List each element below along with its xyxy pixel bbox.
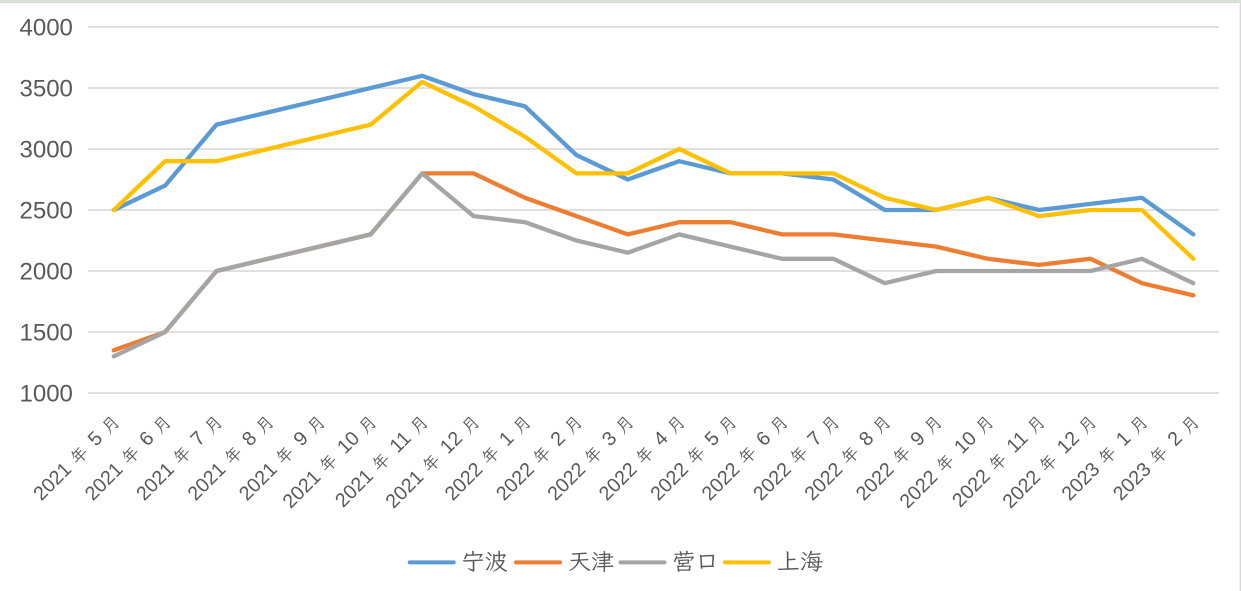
svg-text:3000: 3000 (20, 137, 73, 164)
svg-text:4000: 4000 (20, 15, 73, 42)
svg-text:2000: 2000 (20, 259, 73, 286)
svg-text:天津: 天津 (568, 546, 614, 577)
svg-text:宁波: 宁波 (462, 546, 508, 577)
svg-text:上海: 上海 (777, 546, 823, 577)
svg-text:营口: 营口 (672, 546, 718, 577)
svg-text:1500: 1500 (20, 320, 73, 347)
svg-text:3500: 3500 (20, 76, 73, 103)
svg-text:2500: 2500 (20, 198, 73, 225)
svg-text:1000: 1000 (20, 381, 73, 408)
